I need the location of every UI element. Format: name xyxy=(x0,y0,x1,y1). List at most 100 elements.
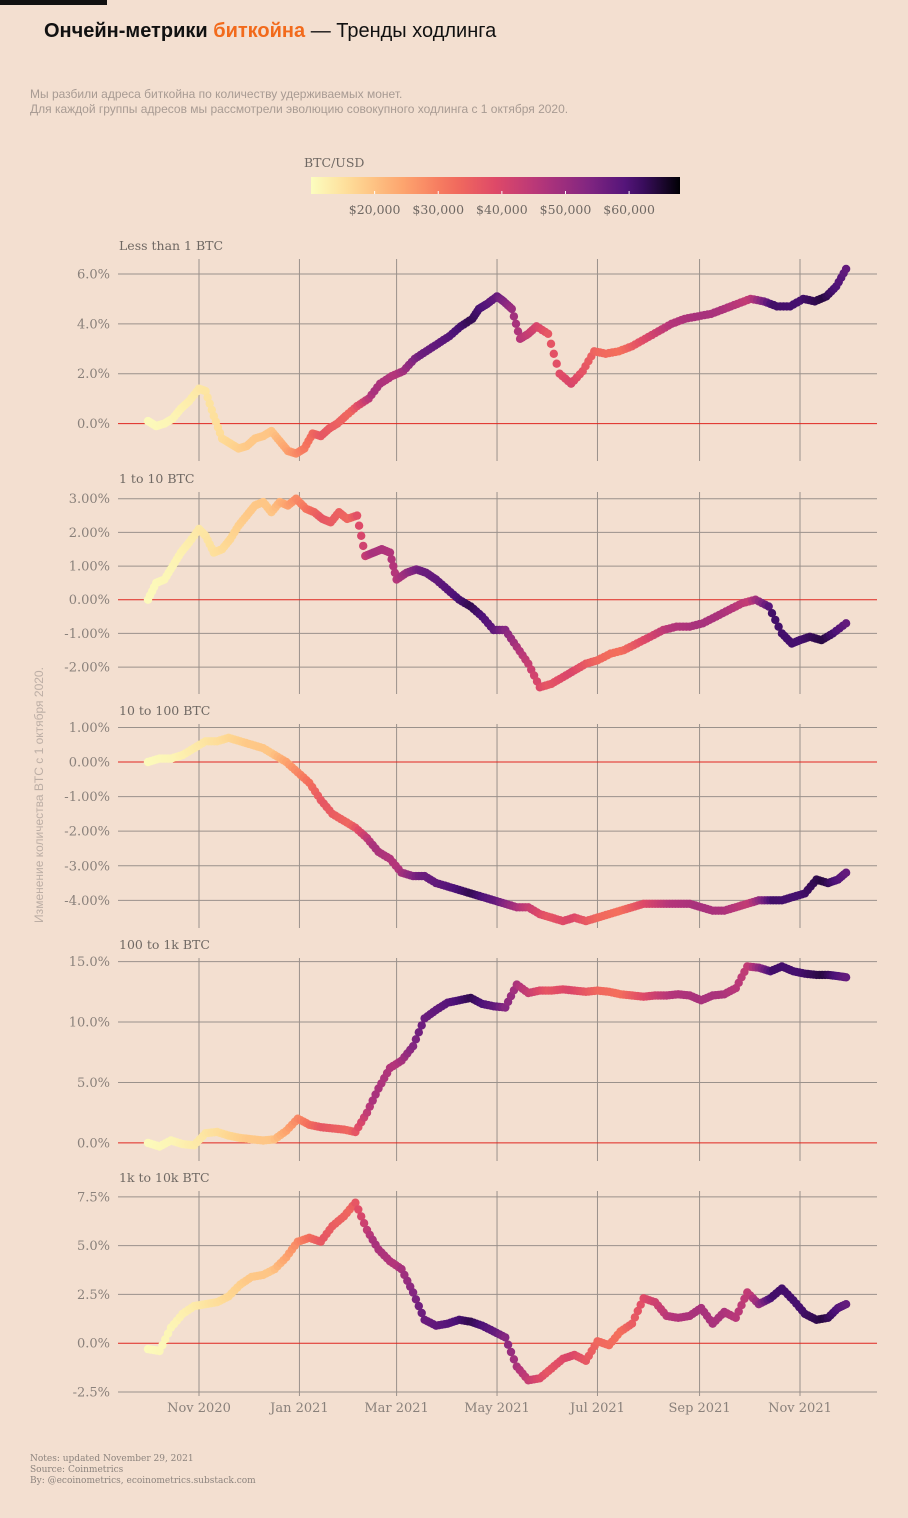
panel-title: 1 to 10 BTC xyxy=(119,471,194,486)
data-point xyxy=(549,349,558,358)
panel-5: 1k to 10k BTC -2.5% 0.0% 2.5% 5.0% 7.5% xyxy=(73,1170,877,1401)
panel-2: 1 to 10 BTC -2.00% -1.00% 0.00% 1.00% 2.00% 3.… xyxy=(64,471,877,694)
y-tick-label: 2.00% xyxy=(69,526,110,541)
subtitle-line-2: Для каждой группы адресов мы рассмотрели… xyxy=(30,102,569,116)
data-point xyxy=(414,1028,423,1037)
y-tick-label: 6.0% xyxy=(77,267,110,282)
data-point xyxy=(627,1319,637,1328)
y-tick-label: -1.00% xyxy=(64,627,110,642)
y-tick-label: 0.0% xyxy=(77,1337,110,1352)
page-title: Ончейн-метрики биткойна — Тренды ходлинг… xyxy=(44,20,496,43)
colorbar-tick-label: $30,000 xyxy=(412,202,464,217)
y-tick-label: 10.0% xyxy=(69,1016,110,1031)
panel-title: 100 to 1k BTC xyxy=(119,937,210,952)
panel-title: 1k to 10k BTC xyxy=(119,1170,210,1185)
y-tick-label: 5.0% xyxy=(77,1076,110,1091)
y-tick-label: -4.00% xyxy=(64,894,110,909)
data-point xyxy=(408,1042,418,1051)
y-tick-label: 2.5% xyxy=(77,1288,110,1303)
y-tick-label: -2.5% xyxy=(73,1386,110,1401)
title-part1: Ончейн-метрики xyxy=(44,20,214,42)
data-point xyxy=(417,1308,426,1318)
panel-points xyxy=(143,962,851,1151)
y-tick-label: 0.0% xyxy=(77,1136,110,1151)
x-tick-label: Jan 2021 xyxy=(268,1401,329,1416)
data-point xyxy=(351,1198,360,1207)
data-point xyxy=(387,555,396,564)
colorbar: BTC/USD $20,000 $30,000 $40,000 $50,000 $60,0… xyxy=(304,155,680,217)
panel-points xyxy=(143,733,851,926)
data-point xyxy=(767,609,777,618)
data-point xyxy=(546,339,556,348)
y-tick-label: 5.0% xyxy=(77,1239,110,1254)
x-tick-label: Sep 2021 xyxy=(668,1401,730,1416)
data-point xyxy=(354,521,364,530)
data-point xyxy=(630,1313,640,1322)
data-point xyxy=(511,319,521,328)
data-point xyxy=(352,511,362,520)
data-point xyxy=(734,1307,743,1316)
x-tick-label: Nov 2020 xyxy=(167,1401,231,1416)
y-tick-label: -2.00% xyxy=(64,825,110,840)
panel-points xyxy=(143,1198,851,1385)
data-point xyxy=(841,619,851,628)
y-tick-label: 15.0% xyxy=(69,955,110,970)
subtitle: Мы разбили адреса биткойна по количеству… xyxy=(30,87,568,117)
data-point xyxy=(503,1340,513,1349)
colorbar-tick-label: $20,000 xyxy=(349,202,401,217)
y-axis-label: Изменение количества BTC с 1 октября 202… xyxy=(32,667,46,923)
data-point xyxy=(509,312,519,321)
data-point xyxy=(357,531,366,540)
colorbar-tick-label: $60,000 xyxy=(603,202,655,217)
data-point xyxy=(354,1205,363,1214)
y-tick-label: 0.00% xyxy=(69,593,110,608)
y-tick-label: 2.0% xyxy=(77,367,110,382)
y-tick-label: -3.00% xyxy=(64,859,110,874)
data-point xyxy=(359,541,368,551)
data-point xyxy=(841,264,851,274)
notes-updated: Notes: updated November 29, 2021 xyxy=(30,1454,194,1464)
notes-author: By: @ecoinometrics, ecoinometrics.substa… xyxy=(30,1476,256,1486)
data-point xyxy=(357,1212,366,1221)
data-point xyxy=(771,615,780,625)
data-point xyxy=(507,304,516,314)
panel-1: Less than 1 BTC 0.0% 2.0% 4.0% 6.0% xyxy=(77,238,877,461)
x-axis: Nov 2020 Jan 2021 Mar 2021 May 2021 Jul 2021… xyxy=(167,1392,832,1416)
data-point xyxy=(841,1300,851,1309)
panel-3: 10 to 100 BTC -4.00% -3.00% -2.00% -1.00% 0.0… xyxy=(64,703,877,928)
panel-points xyxy=(143,264,851,458)
panel-points xyxy=(143,494,851,692)
data-point xyxy=(205,399,214,408)
data-point xyxy=(408,1288,418,1297)
data-point xyxy=(501,1333,510,1342)
y-tick-label: 7.5% xyxy=(77,1190,110,1205)
y-tick-label: 0.00% xyxy=(69,756,110,771)
data-point xyxy=(513,327,523,336)
x-tick-label: May 2021 xyxy=(464,1401,530,1416)
subtitle-line-1: Мы разбили адреса биткойна по количеству… xyxy=(30,87,403,101)
data-point xyxy=(633,1306,642,1316)
y-tick-label: 3.00% xyxy=(69,492,110,507)
x-tick-label: Mar 2021 xyxy=(364,1401,429,1416)
data-point xyxy=(552,359,561,368)
data-point xyxy=(636,1300,645,1309)
data-point xyxy=(543,329,553,338)
colorbar-tick-label: $40,000 xyxy=(476,202,528,217)
top-accent-bar xyxy=(0,0,107,5)
y-tick-label: 4.0% xyxy=(77,317,110,332)
data-point xyxy=(509,1355,519,1364)
panel-title: 10 to 100 BTC xyxy=(119,703,210,718)
data-point xyxy=(411,1035,421,1044)
data-point xyxy=(506,1347,516,1357)
data-point xyxy=(841,973,851,982)
notes-source: Source: Coinmetrics xyxy=(30,1465,124,1475)
colorbar-gradient xyxy=(311,177,680,194)
title-part2: — Тренды ходлинга xyxy=(305,20,497,42)
y-tick-label: -2.00% xyxy=(64,661,110,676)
data-point xyxy=(389,561,398,571)
data-point xyxy=(841,868,851,877)
x-tick-label: Nov 2021 xyxy=(768,1401,832,1416)
colorbar-tick-label: $50,000 xyxy=(540,202,592,217)
data-point xyxy=(774,622,783,631)
